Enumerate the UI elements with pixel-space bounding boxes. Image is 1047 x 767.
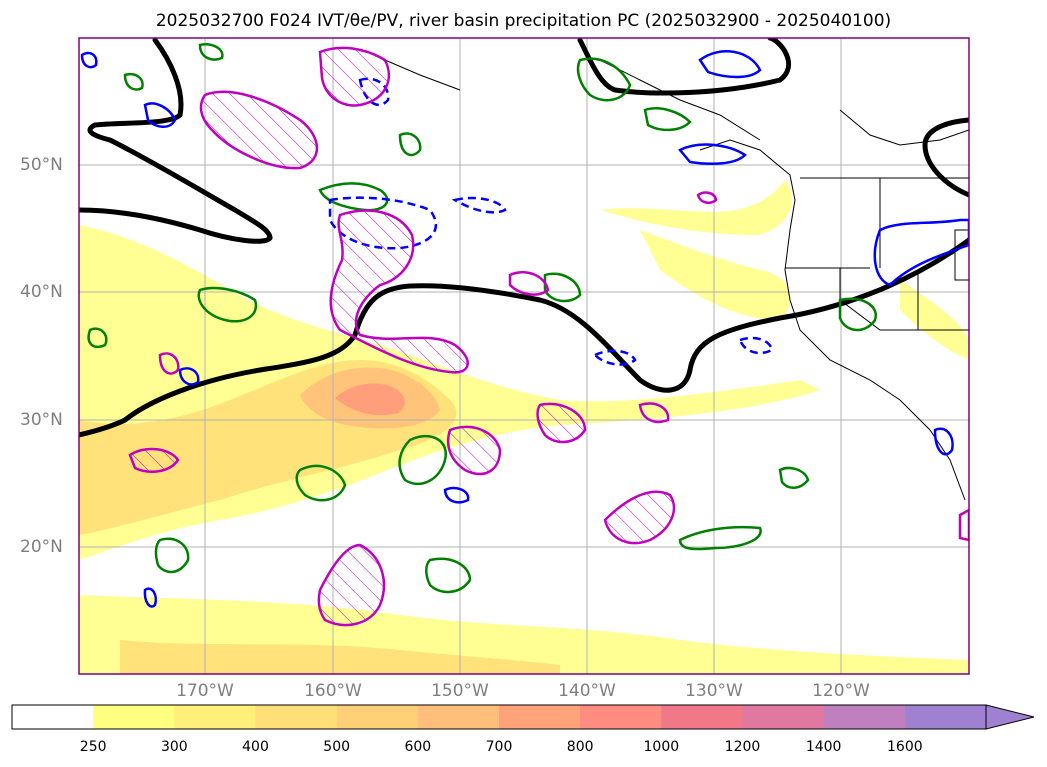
- lat-label-50n: 50°N: [20, 155, 63, 175]
- lat-label-40n: 40°N: [20, 282, 63, 302]
- colorbar-segment: [742, 705, 825, 729]
- map-frame: [78, 37, 970, 675]
- colorbar-segment: [12, 705, 94, 729]
- theta-e-contour: [79, 38, 969, 438]
- colorbar-tick-label: 600: [404, 739, 432, 755]
- coastlines: [384, 59, 969, 501]
- colorbar-extend-arrow: [985, 704, 1035, 730]
- colorbar-segment: [255, 705, 338, 729]
- lon-label-140w: 140°W: [558, 681, 616, 701]
- colorbar-segment: [823, 705, 906, 729]
- colorbar-segment: [580, 705, 662, 729]
- colorbar-tick-label: 400: [242, 739, 269, 755]
- lon-label-130w: 130°W: [685, 681, 743, 701]
- colorbar: [11, 704, 1035, 730]
- colorbar-tick-label: 1400: [805, 739, 842, 755]
- colorbar-segment: [661, 705, 743, 729]
- colorbar-segment: [174, 705, 256, 729]
- colorbar-tick-label: 500: [323, 739, 351, 755]
- colorbar-tick-label: 250: [79, 739, 107, 755]
- colorbar-segment: [93, 705, 175, 729]
- colorbar-tick-label: 300: [160, 739, 188, 755]
- map-canvas: [78, 37, 970, 675]
- colorbar-tick-label: 800: [566, 739, 594, 755]
- ivt-filled-contours: [79, 180, 969, 674]
- pv-green-contours: [87, 43, 877, 594]
- colorbar-segment: [499, 705, 581, 729]
- lon-label-150w: 150°W: [431, 681, 489, 701]
- figure-title: 2025032700 F024 IVT/θe/PV, river basin p…: [155, 11, 892, 31]
- colorbar-segment: [417, 705, 500, 729]
- colorbar-segments: [12, 705, 987, 729]
- lat-label-20n: 20°N: [20, 537, 63, 557]
- pv-hatched-contours: [128, 46, 969, 627]
- lat-label-30n: 30°N: [20, 410, 63, 430]
- lon-label-160w: 160°W: [304, 681, 362, 701]
- colorbar-tick-label: 700: [485, 739, 513, 755]
- lon-label-170w: 170°W: [176, 681, 234, 701]
- colorbar-tick-label: 1600: [887, 739, 923, 755]
- colorbar-tick-label: 1000: [643, 739, 680, 755]
- colorbar-tick-label: 1200: [724, 739, 761, 755]
- lon-label-120w: 120°W: [812, 681, 870, 701]
- colorbar-frame: [11, 704, 987, 730]
- pv-blue-contours: [80, 50, 969, 608]
- colorbar-segment: [336, 705, 419, 729]
- colorbar-segment: [904, 705, 987, 729]
